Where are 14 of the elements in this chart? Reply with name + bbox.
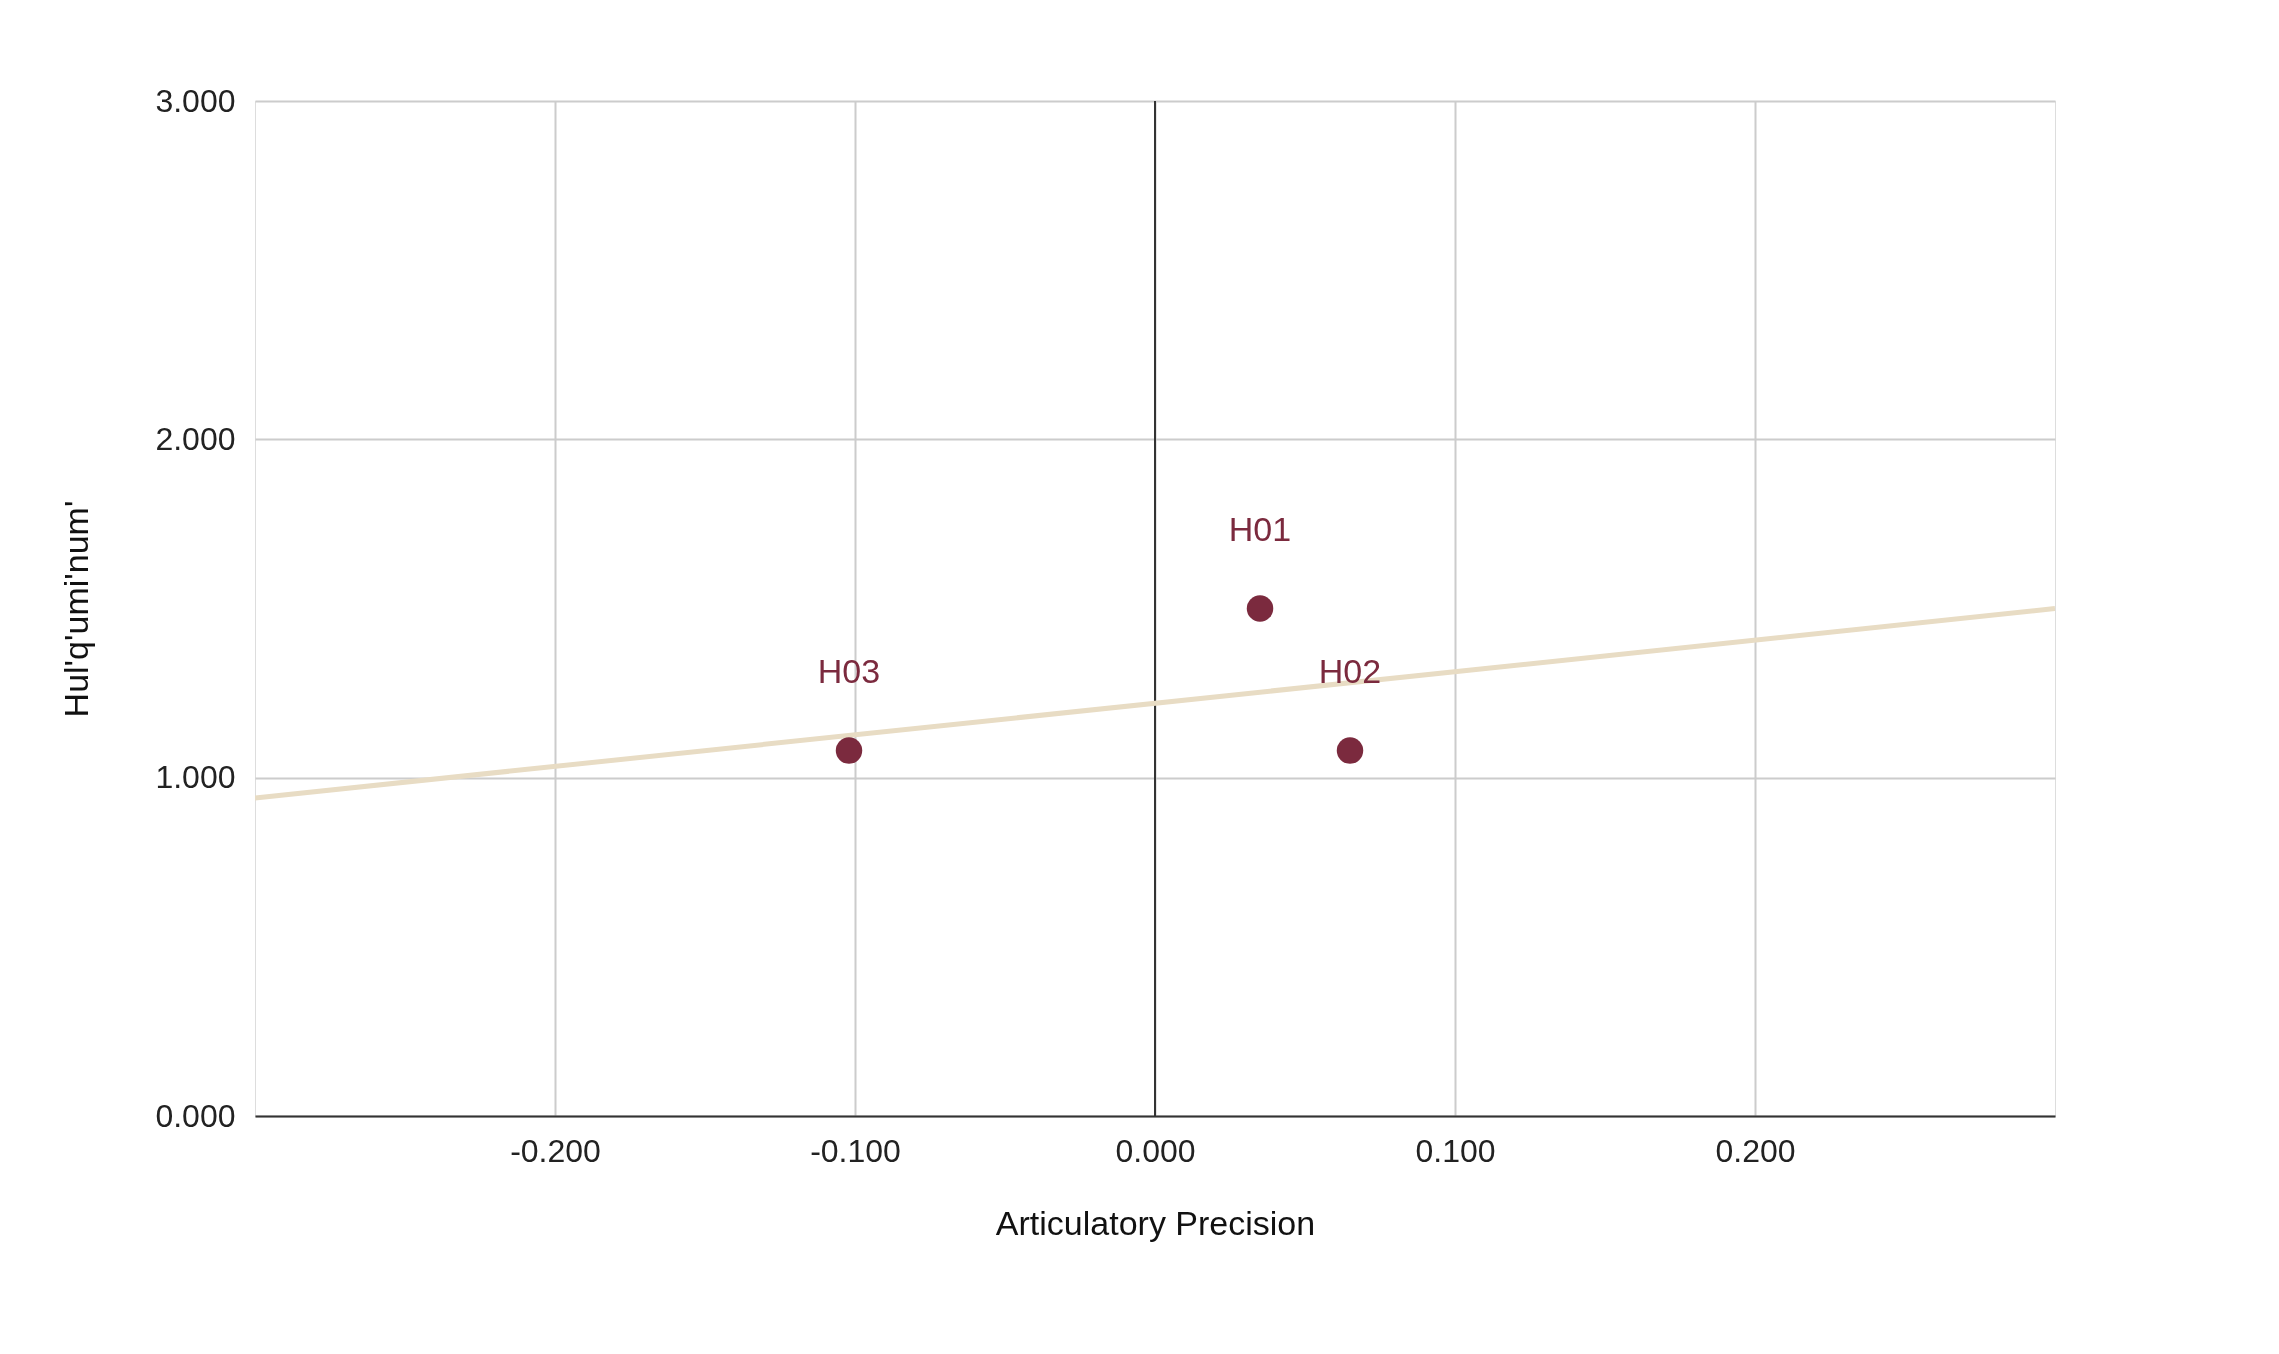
y-tick-label: 0.000	[155, 1097, 236, 1134]
x-tick-label: 0.100	[1415, 1132, 1496, 1169]
annotation: H01	[1228, 509, 1292, 548]
annotation: H03	[817, 651, 881, 690]
annotation: H02	[1318, 651, 1382, 690]
y-tick-label: 1.000	[155, 759, 236, 796]
x-tick-label: 0.000	[1115, 1132, 1196, 1169]
x-tick-label: -0.200	[510, 1132, 601, 1169]
y-tick-label: 3.000	[155, 82, 236, 119]
x-tick-label: 0.200	[1715, 1132, 1796, 1169]
y-tick-label: 2.000	[155, 420, 236, 457]
y-axis-title: Hul'q'umi'num'	[57, 500, 96, 718]
x-axis-title: Articulatory Precision	[995, 1203, 1316, 1242]
x-tick-label: -0.100	[810, 1132, 901, 1169]
